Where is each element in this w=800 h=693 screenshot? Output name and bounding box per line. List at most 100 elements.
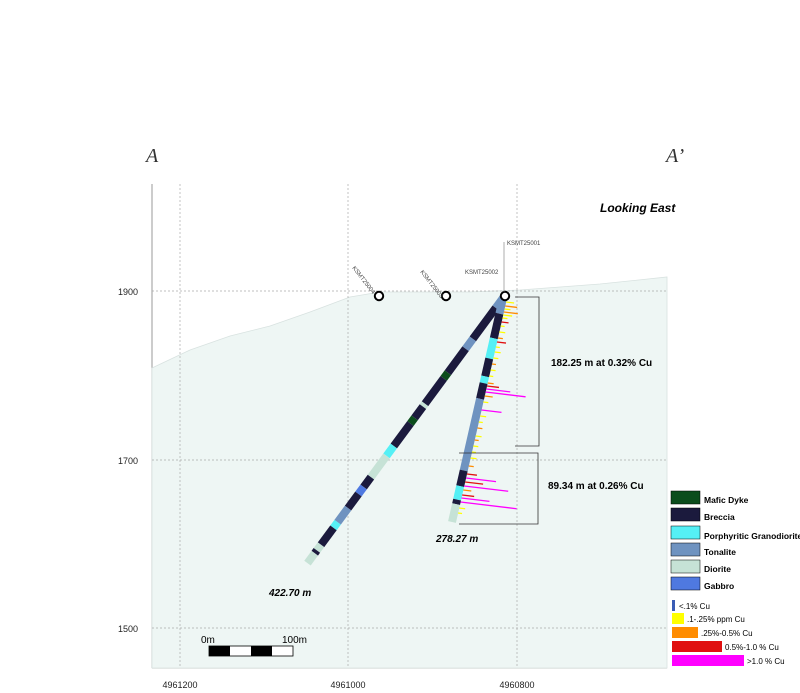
grade-tick-42 — [459, 507, 466, 510]
grade-tick-38 — [463, 489, 472, 492]
short-hole-interval-9 — [453, 485, 465, 501]
scale-bar-start-label: 0m — [201, 635, 215, 646]
short-hole-interval-2 — [489, 312, 504, 340]
long-hole-interval-2 — [469, 305, 499, 342]
grade-tick-36 — [465, 481, 484, 485]
legend-swatch-gabbro — [670, 576, 701, 591]
long-hole-interval-6 — [421, 375, 447, 407]
long-hole-interval-3 — [462, 336, 477, 352]
grade-tick-25 — [480, 415, 487, 418]
short-hole-interval-7 — [459, 397, 484, 472]
scale-bar-end-label: 100m — [282, 635, 307, 646]
scale-bar-segment-3 — [251, 646, 272, 656]
grade-tick-21 — [485, 391, 526, 398]
long-hole-interval-17 — [330, 519, 341, 531]
northing-label-4961000: 4961000 — [330, 680, 365, 690]
grade-swatch-gt-1-0 — [672, 655, 744, 666]
grid — [152, 184, 667, 668]
grade-tick-22 — [484, 395, 493, 398]
grade-label-0-1-0-25: .1-.25% ppm Cu — [687, 615, 745, 624]
grade-tick-5 — [503, 314, 513, 317]
long-hole-interval-10 — [390, 421, 414, 449]
drill-hole-trace-long — [304, 295, 507, 566]
grade-tick-41 — [460, 501, 517, 510]
collar-ksmt25003 — [440, 290, 452, 302]
grade-tick-20 — [486, 388, 511, 393]
legend-label-diorite: Diorite — [704, 564, 731, 574]
intercept-bracket-lower — [459, 452, 539, 525]
grade-tick-24 — [481, 409, 502, 414]
copper-grade-legend: <.1% Cu .1-.25% ppm Cu .25%-0.5% Cu 0.5%… — [672, 600, 785, 666]
long-hole-interval-14 — [355, 484, 367, 497]
grade-tick-13 — [494, 351, 501, 354]
short-hole-interval-3 — [485, 337, 498, 360]
long-hole-interval-7 — [419, 401, 429, 409]
long-hole-interval-12 — [367, 453, 390, 480]
scale-bar: 0m 100m — [201, 635, 307, 657]
long-hole-interval-16 — [334, 505, 352, 525]
grade-tick-30 — [473, 445, 479, 448]
long-hole-interval-13 — [360, 474, 375, 490]
short-hole-interval-11 — [448, 503, 460, 523]
grade-tick-11 — [496, 341, 507, 344]
terrain-area — [151, 276, 668, 669]
hole-name-ksmt25002: KSMT25002 — [465, 270, 499, 276]
long-hole-interval-19 — [313, 542, 325, 553]
intercept-label-upper: 182.25 m at 0.32% Cu — [551, 358, 652, 369]
grade-tick-10 — [497, 337, 503, 340]
grade-tick-4 — [503, 311, 518, 315]
legend-swatch-porphyritic-granodiorite — [670, 525, 701, 540]
short-hole-interval-6 — [476, 382, 488, 400]
drill-hole-trace-short — [448, 297, 507, 523]
long-hole-interval-15 — [344, 491, 362, 511]
elevation-label-1500: 1500 — [118, 624, 138, 634]
grade-tick-23 — [483, 401, 489, 404]
legend-swatch-breccia — [670, 507, 701, 522]
short-hole-interval-5 — [479, 375, 490, 385]
grade-tick-3 — [504, 308, 511, 311]
long-hole-interval-8 — [411, 404, 427, 421]
long-hole-interval-4 — [444, 346, 469, 376]
grade-swatch-0-1-0-25 — [672, 613, 684, 624]
collar-ksmt25002-ksmt25001 — [499, 290, 511, 302]
grade-swatch-lt-0-1 — [672, 600, 675, 611]
section-end-label: A’ — [664, 145, 684, 167]
grade-tick-32 — [470, 457, 477, 460]
grade-tick-16 — [490, 369, 496, 372]
long-hole-interval-11 — [383, 443, 398, 459]
legend-swatch-diorite — [670, 559, 701, 574]
collar-ksmt25004 — [373, 290, 385, 302]
grade-tick-27 — [477, 427, 483, 430]
legend-swatch-tonalite — [670, 542, 701, 557]
lithology-legend: Mafic Dyke Breccia Porphyritic Granodior… — [670, 490, 800, 591]
grade-label-lt-0-1: <.1% Cu — [679, 602, 710, 611]
view-direction-label: Looking East — [600, 201, 676, 215]
short-hole-interval-4 — [481, 357, 494, 378]
long-hole-interval-5 — [440, 370, 452, 381]
grade-tick-14 — [493, 357, 499, 360]
legend-label-gabbro: Gabbro — [704, 581, 734, 591]
short-hole-interval-10 — [452, 498, 462, 505]
grade-tick-7 — [501, 321, 509, 324]
grade-tick-28 — [475, 435, 482, 438]
short-hole-interval-8 — [456, 469, 468, 488]
hole-name-ksmt25001: KSMT25001 — [507, 241, 541, 247]
intercept-label-lower: 89.34 m at 0.26% Cu — [548, 481, 644, 492]
hole-name-ksmt25004: KSMT25004 — [350, 266, 376, 296]
grade-swatch-0-5-1-0 — [672, 641, 722, 652]
legend-swatch-mafic-dyke — [670, 490, 701, 505]
long-hole-interval-21 — [304, 550, 318, 566]
northing-label-4960800: 4960800 — [499, 680, 534, 690]
grade-tick-35 — [465, 477, 497, 483]
legend-label-mafic-dyke: Mafic Dyke — [704, 495, 749, 505]
grade-tick-1 — [506, 301, 515, 304]
copper-grade-histogram — [457, 301, 526, 515]
grade-tick-2 — [505, 305, 518, 309]
scale-bar-segment-1 — [209, 646, 230, 656]
grade-tick-34 — [466, 473, 478, 476]
short-hole-interval-1 — [495, 297, 507, 315]
section-start-label: A — [144, 145, 159, 167]
legend-label-breccia: Breccia — [704, 512, 735, 522]
intercept-bracket-upper — [515, 296, 540, 447]
